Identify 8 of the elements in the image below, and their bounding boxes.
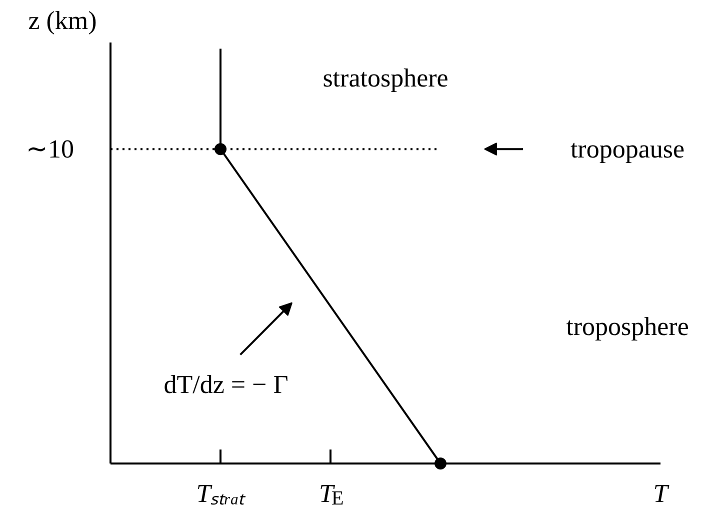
annotation: dT/dz = − Γ <box>164 370 288 400</box>
annotation: troposphere <box>566 312 689 342</box>
ref-line-label: tropopause <box>570 134 685 164</box>
text: ∼10 <box>26 134 74 164</box>
x-tick-label: Tₛₜᵣₐₜ <box>196 479 247 508</box>
x-axis-title: T <box>653 479 670 508</box>
annotation: stratosphere <box>322 63 448 92</box>
y-axis-title: z (km) <box>28 6 97 35</box>
